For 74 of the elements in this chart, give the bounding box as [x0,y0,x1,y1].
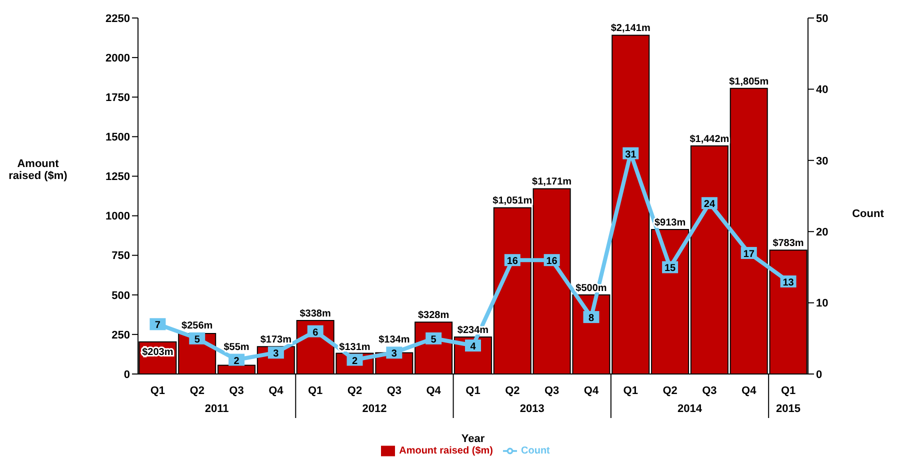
y-tick-label: 2250 [106,12,130,25]
data-label: 3 [273,348,280,360]
x-tick-label: Q1 [623,385,638,397]
y2-tick-label: 10 [816,298,828,310]
legend-label: Amount raised ($m) [399,446,493,457]
x-tick-label: Q2 [347,385,362,397]
text: 2011 [204,403,229,415]
y2-tick-label: 0 [816,368,822,381]
y2-tick-label: 20 [816,226,828,239]
data-label: 8 [588,313,594,324]
data-label: $1,051m [492,196,532,207]
data-label: 13 [782,277,794,288]
y-tick-label: 1250 [106,171,130,184]
data-label: $173m [260,334,292,346]
x-tick-label: Q2 [190,385,204,397]
y-tick-label: 0 [124,368,130,381]
text: 2012 [362,403,387,415]
data-label: 31 [625,149,637,160]
y2-axis-title: Count [851,208,885,220]
x-tick-label: Q1 [308,385,323,397]
data-label: 2 [234,356,240,367]
x-tick-label: Q2 [505,385,520,397]
legend-label: Count [521,446,550,457]
y2-tick-label: 50 [816,12,828,25]
x-tick-label: Q4 [742,385,758,397]
y-tick-label: 2000 [106,52,130,64]
data-label: $134m [378,334,410,346]
data-label: $131m [339,342,370,353]
data-label: $1,171m [532,176,572,188]
data-label: $256m [182,320,213,332]
x-tick-label: Q4 [426,385,442,397]
data-label: 16 [506,256,518,268]
data-label: $2,141m [610,23,650,34]
data-label: 3 [391,348,398,360]
x-tick-label: Q4 [584,385,600,397]
data-label: 24 [704,199,716,210]
x-tick-label: Q1 [466,385,480,397]
data-label: $55m [224,342,250,353]
data-label: $203m [142,346,174,358]
y-tick-label: 250 [112,329,130,342]
x-axis-title: Year [460,433,486,445]
y2-tick-label: 30 [816,155,828,168]
x-tick-label: Q2 [662,385,678,397]
text: 2014 [678,403,703,415]
data-label: 2 [352,356,358,367]
data-label: $338m [300,308,332,320]
text: 2015 [776,403,801,415]
x-tick-label: Q3 [229,385,244,397]
data-label: 7 [154,320,161,332]
y-tick-label: 1000 [106,210,130,223]
y-tick-label: 500 [112,290,130,302]
data-label: 17 [743,248,755,260]
data-label: $1,805m [729,76,769,88]
x-tick-label: Q1 [150,385,166,397]
data-label: 15 [664,263,676,274]
text: 2013 [520,403,544,415]
y-tick-label: 1750 [106,92,130,104]
x-tick-label: Q3 [702,385,717,397]
data-label: $1,442m [690,134,730,145]
y-tick-label: 1500 [106,132,130,144]
data-label: 6 [312,327,319,338]
y-axis-title: Amount raised ($m) [8,158,68,182]
data-label: $783m [772,238,804,250]
data-label: 4 [470,342,476,353]
data-label: 5 [430,334,437,346]
y-tick-label: 750 [112,250,130,262]
x-tick-label: Q4 [268,385,284,397]
x-tick-label: Q3 [544,385,560,397]
data-label: 16 [546,256,558,268]
data-label: 5 [194,334,200,346]
x-tick-label: Q1 [780,385,796,397]
x-tick-label: Q3 [386,385,402,397]
data-label: $328m [418,310,450,322]
y2-tick-label: 40 [816,84,828,96]
